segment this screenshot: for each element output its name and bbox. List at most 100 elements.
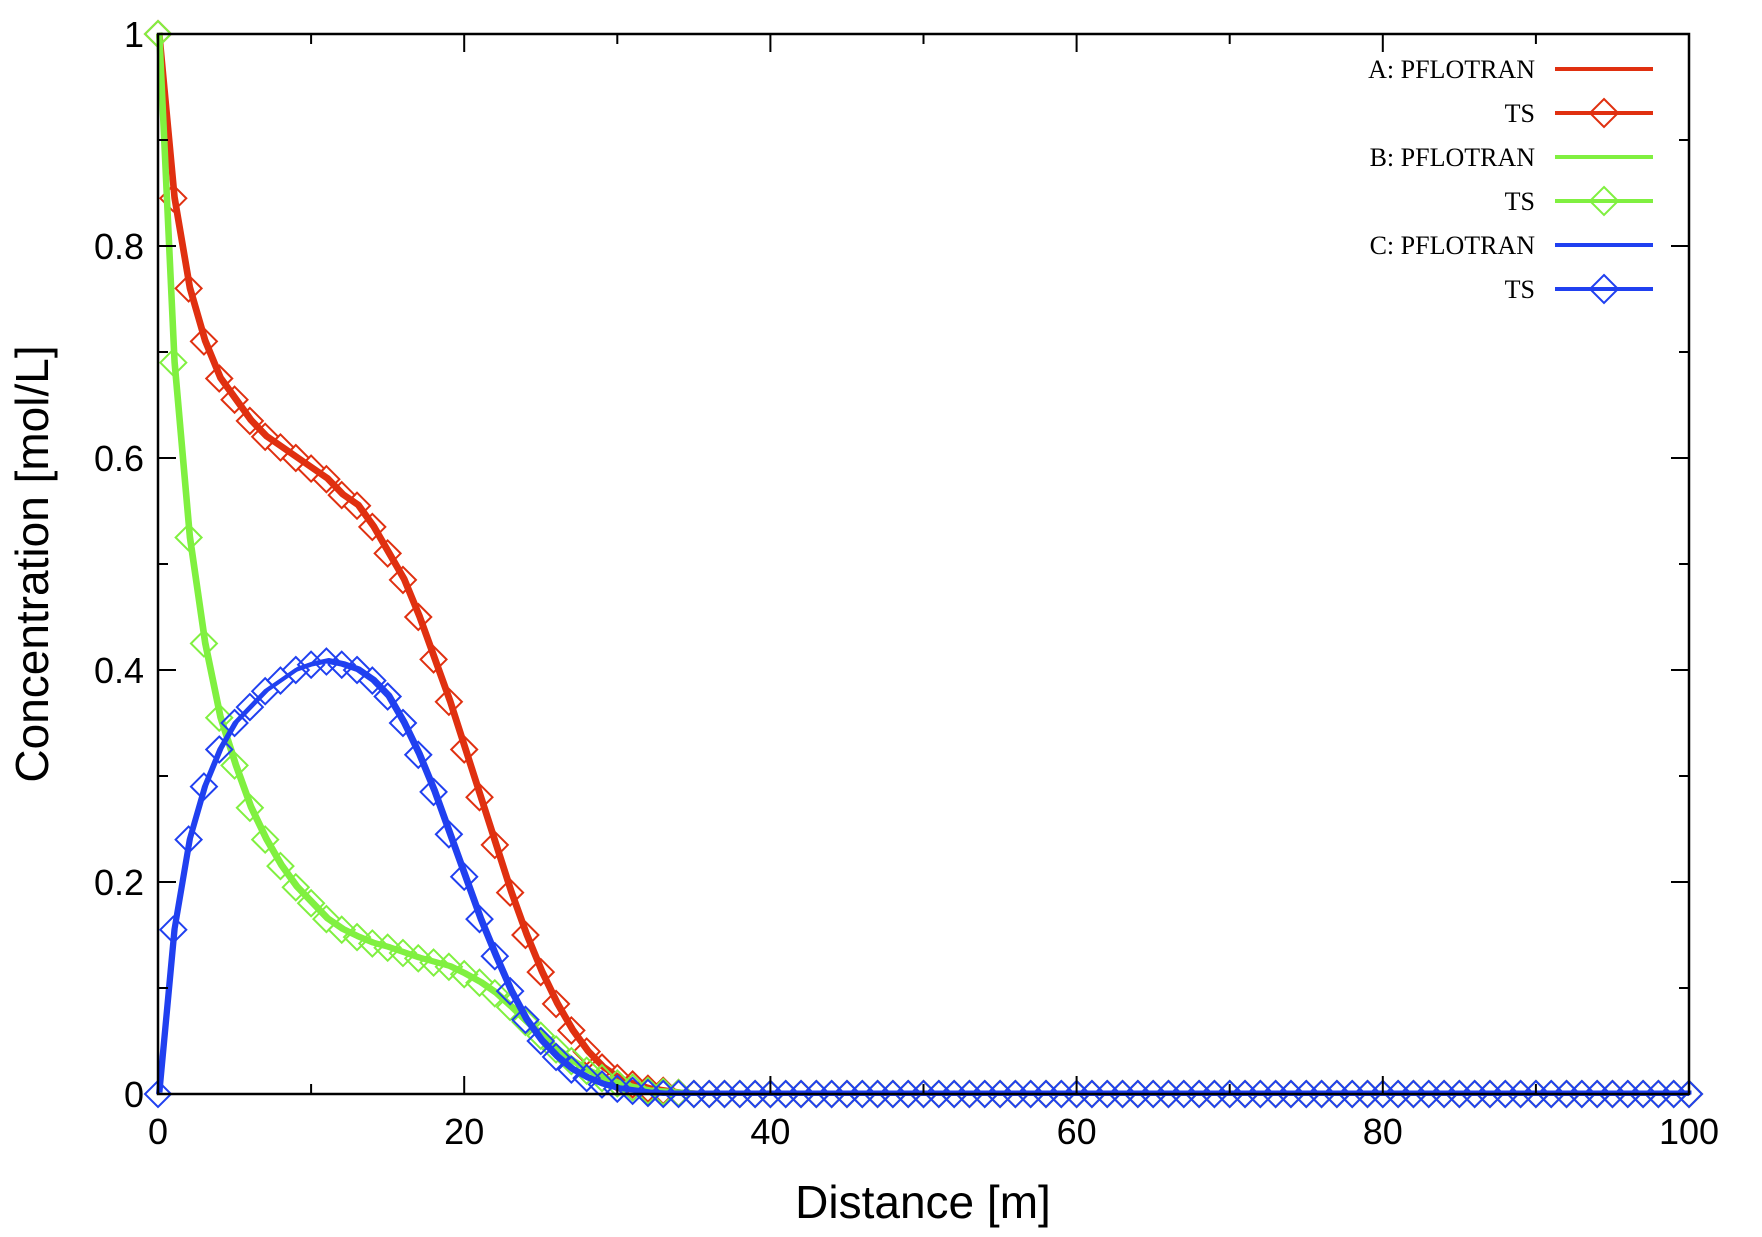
data-point — [1552, 1079, 1581, 1109]
data-point — [1414, 1079, 1444, 1109]
data-point — [1337, 1079, 1367, 1109]
legend-label: TS — [1505, 99, 1535, 128]
x-tick-label: 0 — [148, 1111, 168, 1152]
data-point — [174, 523, 204, 552]
data-point — [403, 602, 433, 632]
data-point — [449, 959, 479, 989]
data-point — [801, 1079, 831, 1109]
data-point — [1261, 1079, 1291, 1109]
data-point — [373, 682, 403, 711]
legend-label: B: PFLOTRAN — [1370, 143, 1536, 172]
data-point — [296, 888, 326, 918]
data-point — [250, 422, 280, 452]
data-point — [1230, 1079, 1260, 1109]
data-point — [1307, 1079, 1336, 1109]
data-point — [174, 825, 204, 855]
data-point — [511, 920, 540, 950]
data-point — [755, 1079, 785, 1109]
data-point — [449, 735, 479, 764]
data-point — [1092, 1079, 1122, 1109]
legend-label: C: PFLOTRAN — [1370, 231, 1536, 260]
axis-ticks: 0 20 40 60 80 100 0 0.2 0.4 0.6 0.8 1 — [94, 14, 1719, 1152]
data-point — [403, 943, 433, 973]
data-point — [587, 1070, 617, 1099]
data-point — [465, 968, 494, 998]
data-point — [1506, 1079, 1536, 1109]
series-line-5 — [156, 659, 1689, 1096]
data-point — [1475, 1079, 1505, 1109]
y-tick-label: 0 — [124, 1074, 144, 1115]
legend-marker — [1588, 185, 1620, 217]
data-point — [220, 385, 249, 415]
data-point — [189, 326, 219, 356]
data-point — [373, 538, 403, 568]
data-point — [1062, 1079, 1092, 1109]
data-point — [1598, 1079, 1627, 1109]
data-point — [495, 878, 525, 908]
data-point — [1077, 1079, 1107, 1109]
data-point — [939, 1079, 969, 1109]
data-point — [648, 1079, 678, 1109]
data-point — [694, 1079, 724, 1109]
data-point — [1169, 1079, 1199, 1109]
legend-label: TS — [1505, 275, 1535, 304]
x-tick-label: 80 — [1363, 1111, 1403, 1152]
data-point — [189, 772, 219, 802]
data-point — [327, 650, 357, 680]
data-point — [189, 629, 219, 658]
legend: A: PFLOTRAN TS B: PFLOTRAN TS C: PFLOTRAN TS — [1368, 55, 1653, 305]
data-point — [357, 666, 387, 696]
data-point — [1184, 1079, 1214, 1109]
data-point — [357, 512, 387, 542]
data-point — [1429, 1079, 1459, 1109]
data-point — [235, 406, 265, 436]
data-point — [511, 1007, 540, 1037]
data-point — [220, 750, 249, 780]
data-point — [204, 364, 234, 393]
series-line-4 — [158, 658, 1692, 1095]
data-point — [955, 1079, 984, 1109]
data-point — [1399, 1079, 1428, 1109]
x-tick-label: 60 — [1057, 1111, 1097, 1152]
data-point — [465, 782, 494, 812]
data-point — [1108, 1079, 1137, 1109]
y-tick-label: 0.8 — [94, 226, 144, 267]
data-point — [863, 1079, 892, 1109]
y-tick-label: 0.2 — [94, 862, 144, 903]
data-point — [388, 565, 418, 595]
legend-label: A: PFLOTRAN — [1368, 55, 1535, 84]
legend-label: TS — [1505, 187, 1535, 216]
data-point — [403, 740, 433, 770]
data-point — [1276, 1079, 1306, 1109]
data-point — [1368, 1079, 1398, 1109]
data-point — [357, 929, 387, 958]
x-tick-label: 20 — [444, 1111, 484, 1152]
data-point — [541, 989, 571, 1019]
data-point — [1567, 1079, 1597, 1109]
data-point — [924, 1079, 954, 1109]
data-point — [541, 1042, 571, 1072]
data-point — [786, 1079, 816, 1109]
data-point — [327, 915, 357, 945]
data-point — [1199, 1079, 1229, 1109]
data-point — [296, 650, 326, 680]
data-point — [235, 793, 265, 823]
data-point — [771, 1079, 801, 1109]
data-point — [235, 692, 265, 722]
data-point — [419, 777, 448, 807]
data-point — [1000, 1079, 1030, 1109]
data-point — [1674, 1079, 1704, 1109]
data-point — [465, 904, 494, 934]
data-point — [311, 904, 341, 934]
x-tick-label: 100 — [1659, 1111, 1719, 1152]
data-point — [204, 735, 234, 764]
data-point — [311, 464, 341, 494]
data-point — [878, 1079, 908, 1109]
data-point — [572, 1063, 602, 1093]
y-tick-label: 0.4 — [94, 650, 144, 691]
data-point — [1444, 1079, 1474, 1109]
data-point — [970, 1079, 1000, 1109]
data-point — [1613, 1079, 1643, 1109]
data-point — [847, 1079, 877, 1109]
data-point — [434, 819, 464, 849]
